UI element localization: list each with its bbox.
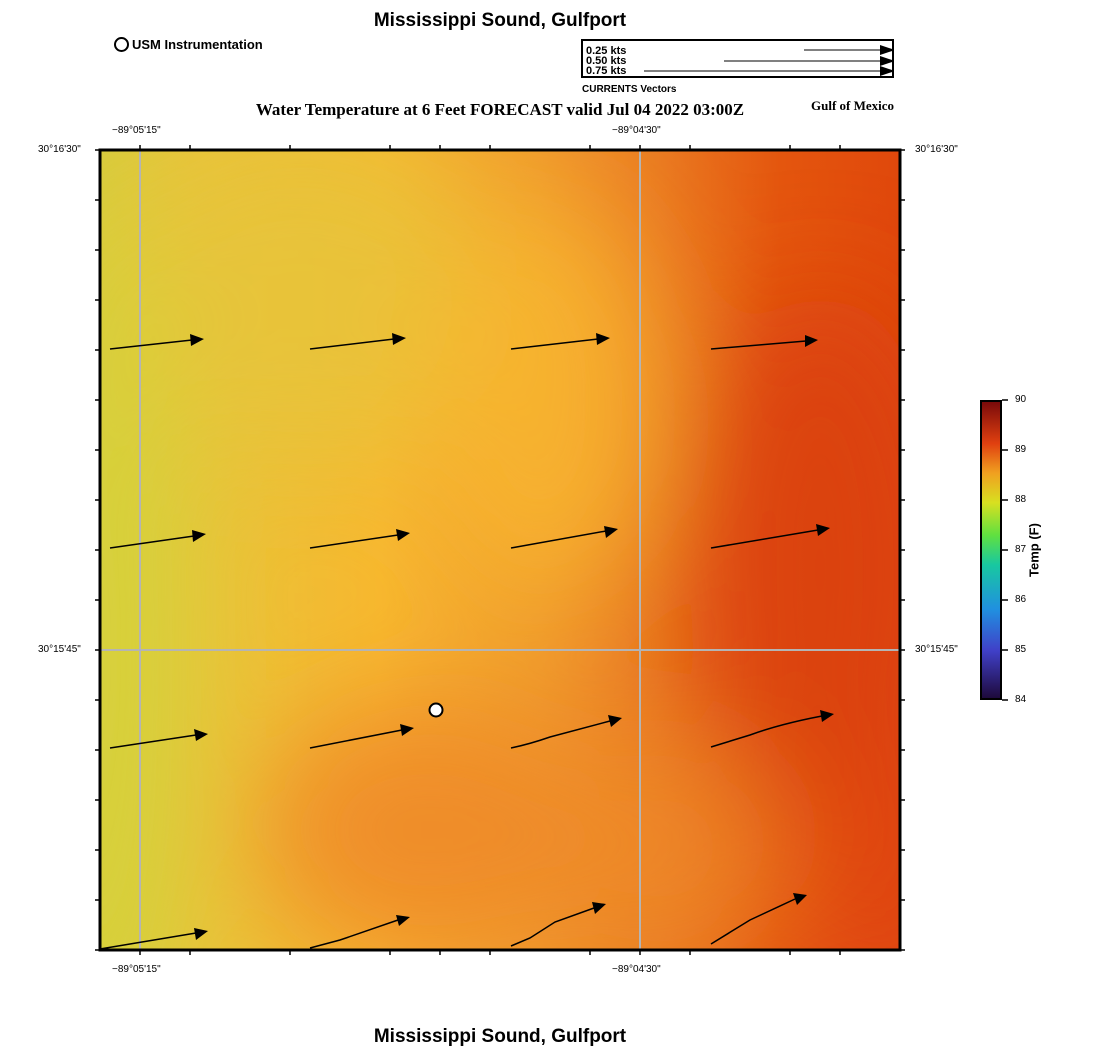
temperature-map bbox=[95, 145, 905, 955]
arrow-icon bbox=[596, 333, 610, 345]
usm-instrument-marker bbox=[428, 702, 444, 718]
colorbar-tick-86: 86 bbox=[1015, 594, 1027, 605]
colorbar-tick-88: 88 bbox=[1015, 494, 1027, 505]
vector-legend-arrows bbox=[644, 45, 894, 76]
arrow-icon bbox=[190, 334, 204, 346]
colorbar bbox=[980, 400, 1002, 700]
instrument-legend-label: USM Instrumentation bbox=[132, 37, 263, 52]
arrow-icon bbox=[392, 333, 406, 345]
vector-legend-title: CURRENTS Vectors bbox=[582, 84, 677, 95]
arrow-icon bbox=[793, 893, 807, 905]
lat-tick-left-1: 30°16'30" bbox=[38, 144, 81, 155]
footer-title: Mississippi Sound, Gulfport bbox=[373, 1026, 627, 1047]
arrow-icon bbox=[880, 66, 894, 76]
colorbar-tick-85: 85 bbox=[1015, 644, 1027, 655]
vector-legend-label-3: 0.75 kts bbox=[586, 65, 627, 77]
lat-tick-right-2: 30°15'45" bbox=[915, 644, 958, 655]
map-title: Mississippi Sound, Gulfport bbox=[373, 10, 627, 31]
arrow-icon bbox=[194, 928, 208, 940]
colorbar-tick-84: 84 bbox=[1015, 694, 1027, 705]
frame-ticks bbox=[95, 145, 905, 955]
arrow-icon bbox=[820, 710, 834, 722]
arrow-icon bbox=[194, 729, 208, 741]
arrow-icon bbox=[396, 529, 410, 541]
arrow-icon bbox=[400, 724, 414, 736]
arrow-icon bbox=[192, 530, 206, 542]
lat-tick-right-1: 30°16'30" bbox=[915, 144, 958, 155]
vector-legend-label-1: 0.25 kts bbox=[586, 45, 627, 57]
arrow-icon bbox=[396, 915, 410, 926]
colorbar-tick-90: 90 bbox=[1015, 394, 1027, 405]
lat-tick-left-2: 30°15'45" bbox=[38, 644, 81, 655]
lon-tick-bottom-1: −89°05'15" bbox=[112, 964, 161, 975]
arrow-icon bbox=[608, 715, 622, 727]
colorbar-title: Temp (F) bbox=[1026, 523, 1042, 577]
arrow-icon bbox=[604, 526, 618, 538]
arrow-icon bbox=[816, 524, 830, 536]
vector-legend-label-2: 0.50 kts bbox=[586, 55, 627, 67]
lon-tick-top-2: −89°04'30" bbox=[612, 125, 661, 136]
arrow-icon bbox=[592, 902, 606, 914]
colorbar-ticks bbox=[1002, 399, 1008, 701]
instrument-marker-icon bbox=[114, 37, 129, 52]
vector-legend-box: 0.25 kts 0.50 kts 0.75 kts bbox=[581, 39, 894, 78]
region-label: Gulf of Mexico bbox=[811, 98, 895, 113]
arrow-icon bbox=[880, 45, 894, 55]
lon-tick-bottom-2: −89°04'30" bbox=[612, 964, 661, 975]
colorbar-tick-87: 87 bbox=[1015, 544, 1027, 555]
instrument-legend: USM Instrumentation bbox=[114, 37, 263, 52]
current-vectors bbox=[99, 338, 823, 950]
arrow-icon bbox=[805, 335, 818, 347]
colorbar-tick-89: 89 bbox=[1015, 444, 1027, 455]
lon-tick-top-1: −89°05'15" bbox=[112, 125, 161, 136]
arrow-icon bbox=[880, 56, 894, 66]
map-subtitle: Water Temperature at 6 Feet FORECAST val… bbox=[255, 100, 745, 119]
current-vector-heads bbox=[190, 333, 834, 940]
